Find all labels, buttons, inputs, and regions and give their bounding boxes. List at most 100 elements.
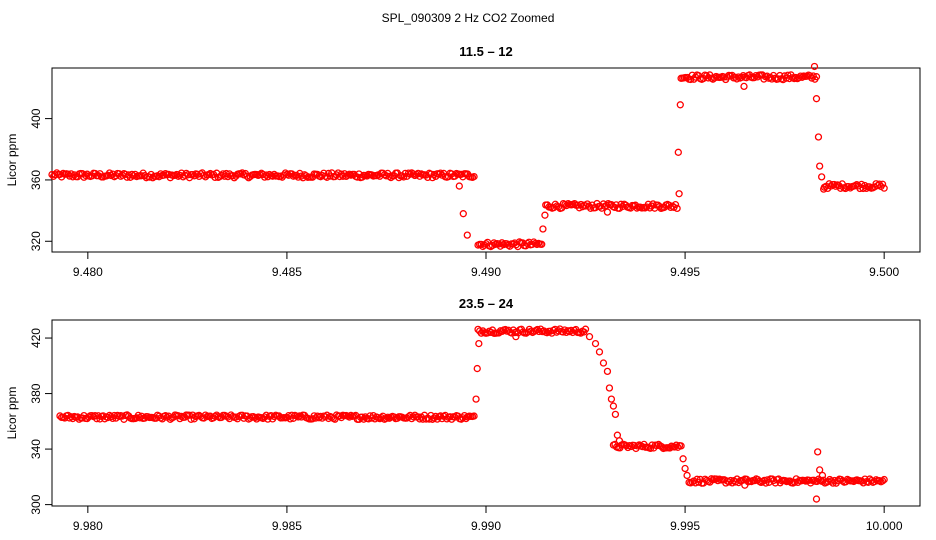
data-point <box>859 479 868 487</box>
data-point <box>404 169 413 177</box>
data-point <box>498 239 506 247</box>
data-point <box>455 182 463 190</box>
data-point <box>681 464 689 473</box>
data-point <box>812 95 821 103</box>
data-point <box>609 402 618 410</box>
chart-title: 23.5 – 24 <box>459 296 514 311</box>
data-point <box>161 412 170 420</box>
data-point <box>605 384 614 392</box>
data-point <box>677 442 685 450</box>
data-point <box>581 325 590 333</box>
data-point <box>451 413 459 421</box>
chart-panel-1: 11.5 – 12 9.480 9.485 9.490 9.495 9.500 320 360… <box>5 44 921 279</box>
x-tick-label: 9.500 <box>869 265 899 279</box>
data-point <box>160 171 168 179</box>
y-tick-label: 400 <box>29 108 43 128</box>
data-point <box>880 184 888 192</box>
data-point <box>676 101 684 109</box>
data-point <box>430 414 438 422</box>
y-tick-label: 380 <box>29 383 43 403</box>
data-point <box>161 169 170 178</box>
data-point <box>527 327 535 335</box>
y-tick-label: 340 <box>29 439 43 459</box>
data-point <box>238 169 246 177</box>
figure-title: SPL_090309 2 Hz CO2 Zoomed <box>382 11 555 25</box>
data-point <box>816 466 824 474</box>
data-point <box>675 190 683 198</box>
data-point <box>798 73 806 81</box>
data-point <box>673 204 681 213</box>
data-point <box>607 395 616 403</box>
data-point <box>857 180 866 189</box>
data-point <box>814 448 822 456</box>
data-point <box>270 412 278 421</box>
data-point <box>577 329 585 337</box>
data-point <box>810 62 819 71</box>
data-point <box>173 170 181 179</box>
data-point <box>671 201 680 209</box>
data-point <box>649 200 657 208</box>
data-point <box>591 339 600 348</box>
data-point <box>538 240 546 248</box>
plot-frame <box>51 67 921 253</box>
data-point <box>472 395 480 403</box>
y-axis-label: Licor ppm <box>5 387 19 440</box>
y-tick-label: 420 <box>29 328 43 348</box>
y-axis-label: Licor ppm <box>5 134 19 187</box>
data-point <box>490 239 498 247</box>
data-point <box>818 471 827 480</box>
data-point <box>585 333 594 341</box>
data-point <box>554 203 563 211</box>
data-point <box>345 413 354 421</box>
y-tick-label: 300 <box>29 494 43 514</box>
data-point <box>733 75 741 83</box>
data-point <box>836 184 845 192</box>
data-point <box>539 225 547 233</box>
data-point <box>189 170 197 179</box>
data-point <box>603 367 612 376</box>
data-point <box>541 211 549 219</box>
data-point <box>200 171 208 180</box>
data-point <box>816 162 824 170</box>
data-point <box>400 173 408 181</box>
x-tick-label: 9.995 <box>670 519 700 533</box>
data-point <box>459 210 467 218</box>
data-point <box>603 208 612 216</box>
data-point <box>615 437 624 445</box>
data-point <box>470 172 478 181</box>
data-point <box>382 414 390 423</box>
data-point <box>201 411 210 419</box>
x-tick-label: 10.000 <box>866 519 903 533</box>
y-tick-label: 320 <box>29 231 43 251</box>
data-point <box>611 410 620 419</box>
data-point <box>818 173 826 181</box>
data-point <box>819 185 828 193</box>
data-point <box>243 172 251 180</box>
data-point <box>679 455 687 463</box>
data-point <box>812 73 821 81</box>
data-point <box>385 172 393 181</box>
data-point <box>430 170 438 179</box>
x-tick-label: 9.990 <box>471 519 501 533</box>
data-point <box>874 182 882 190</box>
data-point <box>599 359 608 367</box>
data-point <box>740 82 748 91</box>
data-point <box>814 133 823 141</box>
data-point <box>565 327 574 336</box>
data-point <box>674 148 682 156</box>
x-tick-label: 9.980 <box>73 519 103 533</box>
data-point <box>653 441 661 450</box>
data-point <box>409 413 417 421</box>
data-point <box>470 412 478 420</box>
x-tick-label: 9.495 <box>670 265 700 279</box>
data-point <box>750 476 759 485</box>
data-point <box>69 173 77 181</box>
data-point <box>741 481 749 489</box>
data-point <box>830 180 838 189</box>
data-point <box>812 495 821 503</box>
data-series <box>48 62 888 251</box>
y-tick-label: 360 <box>29 170 43 190</box>
panels: 11.5 – 12 9.480 9.485 9.490 9.495 9.500 320 360… <box>5 44 921 533</box>
data-point <box>878 180 887 188</box>
data-point <box>683 471 691 480</box>
